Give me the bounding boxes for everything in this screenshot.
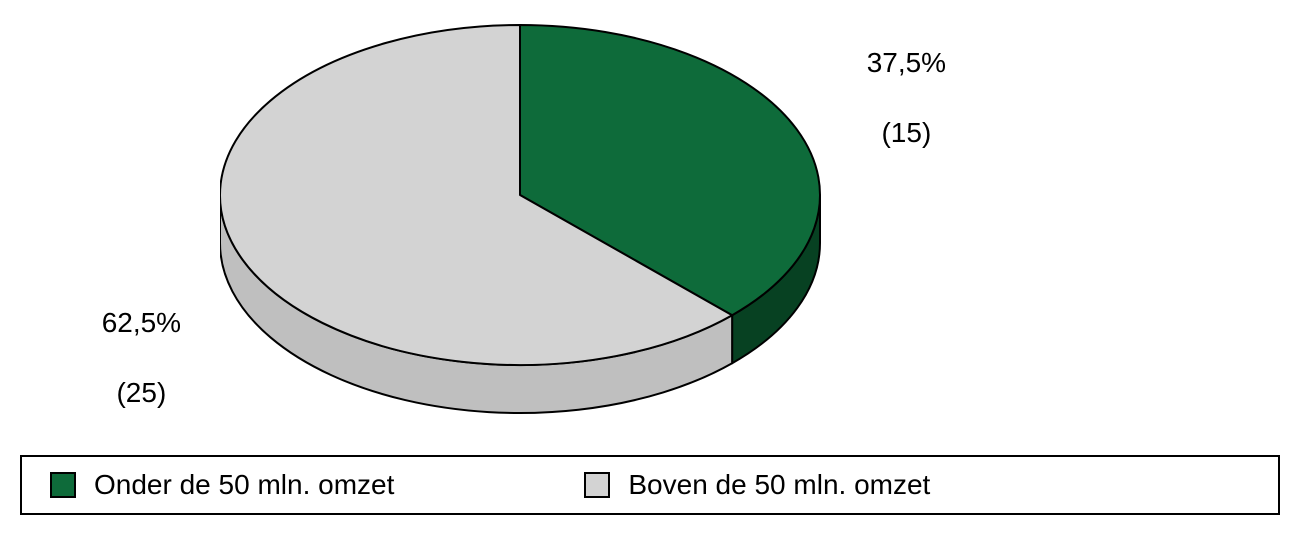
- slice-percent-onder: 37,5%: [867, 47, 946, 78]
- slice-percent-boven: 62,5%: [102, 307, 181, 338]
- legend-swatch-onder: [50, 472, 76, 498]
- chart-container: 37,5% (15) 62,5% (25) Onder de 50 mln. o…: [0, 0, 1303, 537]
- slice-count-boven: (25): [116, 377, 166, 408]
- slice-label-onder: 37,5% (15): [820, 10, 946, 185]
- legend: Onder de 50 mln. omzet Boven de 50 mln. …: [20, 455, 1280, 515]
- legend-swatch-boven: [584, 472, 610, 498]
- legend-label-onder: Onder de 50 mln. omzet: [94, 469, 394, 501]
- slice-count-onder: (15): [881, 117, 931, 148]
- pie-svg: [220, 15, 860, 435]
- pie-chart-area: 37,5% (15) 62,5% (25): [0, 0, 1303, 440]
- legend-item-boven: Boven de 50 mln. omzet: [584, 469, 930, 501]
- legend-label-boven: Boven de 50 mln. omzet: [628, 469, 930, 501]
- legend-item-onder: Onder de 50 mln. omzet: [50, 469, 394, 501]
- slice-label-boven: 62,5% (25): [55, 270, 181, 445]
- pie-3d: [220, 15, 860, 440]
